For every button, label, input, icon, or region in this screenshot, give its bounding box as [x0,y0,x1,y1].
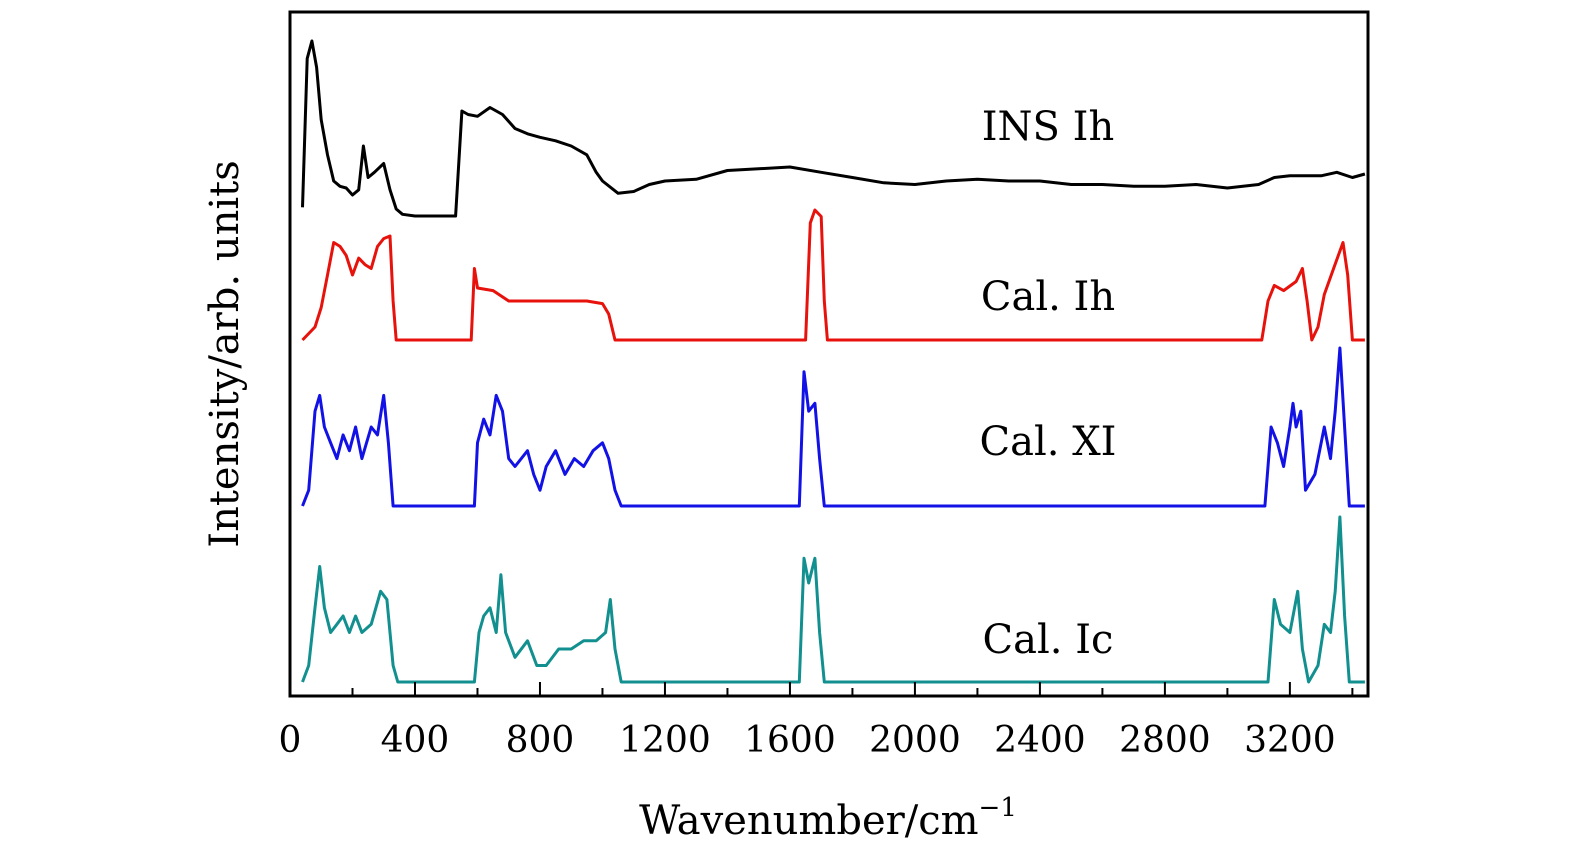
y-axis-title: Intensity/arb. units [202,160,248,547]
x-axis-title-main: Wavenumber/cm [639,798,978,844]
x-tick-label: 2400 [994,720,1086,761]
series-label-0: INS Ih [982,104,1114,150]
x-axis-title-superscript: −1 [979,793,1017,823]
series-label-1: Cal. Ih [981,274,1115,320]
series-line-3 [301,515,1365,684]
x-tick-label: 800 [506,720,575,761]
series-label-3: Cal. Ic [983,617,1114,663]
plot-frame [288,10,1370,698]
x-tick-label: 2800 [1119,720,1211,761]
x-tick-label: 2000 [869,720,961,761]
x-tick-label: 1600 [744,720,836,761]
x-tick-label: 3200 [1244,720,1336,761]
x-tick-label: 0 [279,720,302,761]
x-axis-ticks: 0 400 800 1200 1600 2000 2400 2800 3200 [279,682,1354,761]
series-layer [301,39,1366,684]
x-axis-title: Wavenumber/cm−1 [639,793,1017,844]
x-tick-label: 1200 [619,720,711,761]
series-line-1 [301,208,1365,342]
series-line-0 [301,39,1366,218]
x-tick-label: 400 [381,720,450,761]
series-line-2 [301,346,1365,508]
series-labels: INS Ih Cal. Ih Cal. XI Cal. Ic [980,104,1117,663]
series-label-2: Cal. XI [980,419,1117,465]
